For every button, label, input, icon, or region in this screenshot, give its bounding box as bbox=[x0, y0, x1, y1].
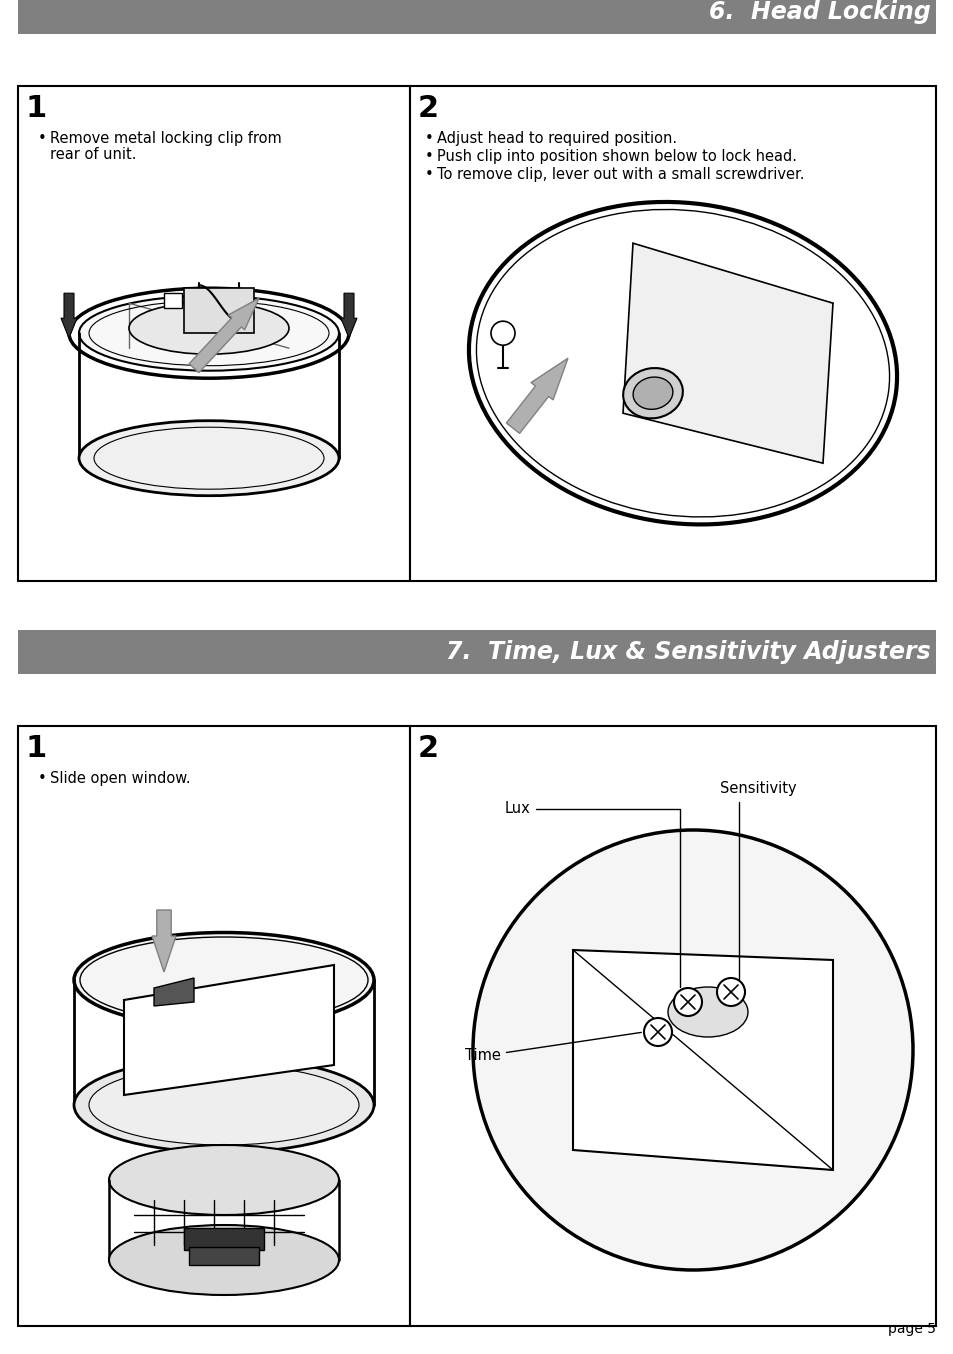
Text: 6.  Head Locking: 6. Head Locking bbox=[708, 0, 930, 24]
Bar bbox=[189, 1247, 258, 1265]
Circle shape bbox=[491, 321, 515, 345]
Polygon shape bbox=[506, 359, 567, 433]
Polygon shape bbox=[340, 294, 356, 338]
Text: •: • bbox=[38, 770, 47, 787]
Ellipse shape bbox=[129, 302, 289, 355]
Ellipse shape bbox=[74, 933, 374, 1028]
Text: page 5: page 5 bbox=[887, 1322, 935, 1336]
Text: Time: Time bbox=[464, 1032, 640, 1063]
Text: 7.  Time, Lux & Sensitivity Adjusters: 7. Time, Lux & Sensitivity Adjusters bbox=[446, 640, 930, 663]
Ellipse shape bbox=[633, 376, 672, 409]
Ellipse shape bbox=[667, 987, 747, 1037]
Text: rear of unit.: rear of unit. bbox=[50, 148, 136, 162]
Bar bbox=[164, 294, 182, 309]
Text: Lux: Lux bbox=[504, 802, 679, 987]
Text: Push clip into position shown below to lock head.: Push clip into position shown below to l… bbox=[436, 149, 796, 164]
Text: Sensitivity: Sensitivity bbox=[720, 781, 796, 979]
Text: Remove metal locking clip from: Remove metal locking clip from bbox=[50, 131, 281, 146]
Polygon shape bbox=[189, 298, 258, 372]
Circle shape bbox=[717, 978, 744, 1006]
Text: •: • bbox=[424, 131, 434, 146]
Ellipse shape bbox=[622, 368, 682, 418]
Ellipse shape bbox=[79, 421, 338, 496]
Bar bbox=[410, 87, 935, 581]
Text: •: • bbox=[424, 167, 434, 181]
Text: 2: 2 bbox=[417, 734, 438, 764]
Circle shape bbox=[643, 1018, 671, 1047]
Bar bbox=[18, 87, 410, 581]
Polygon shape bbox=[152, 910, 175, 972]
Polygon shape bbox=[573, 951, 832, 1170]
Bar bbox=[18, 0, 935, 34]
Ellipse shape bbox=[109, 1225, 338, 1294]
Bar bbox=[18, 630, 935, 674]
Ellipse shape bbox=[469, 202, 896, 524]
Text: Slide open window.: Slide open window. bbox=[50, 770, 191, 787]
Text: •: • bbox=[38, 131, 47, 146]
Polygon shape bbox=[153, 978, 193, 1006]
Text: To remove clip, lever out with a small screwdriver.: To remove clip, lever out with a small s… bbox=[436, 167, 803, 181]
Bar bbox=[184, 1228, 264, 1250]
Ellipse shape bbox=[74, 1057, 374, 1152]
Bar bbox=[410, 726, 935, 1326]
Text: 1: 1 bbox=[26, 93, 48, 123]
Bar bbox=[18, 726, 410, 1326]
Bar bbox=[184, 288, 253, 333]
Text: 2: 2 bbox=[417, 93, 438, 123]
Polygon shape bbox=[61, 294, 77, 338]
Text: 1: 1 bbox=[26, 734, 48, 764]
Polygon shape bbox=[124, 965, 334, 1095]
Ellipse shape bbox=[89, 1066, 358, 1145]
Polygon shape bbox=[622, 244, 832, 463]
Ellipse shape bbox=[473, 830, 912, 1270]
Ellipse shape bbox=[74, 292, 344, 374]
Text: Adjust head to required position.: Adjust head to required position. bbox=[436, 131, 677, 146]
Text: •: • bbox=[424, 149, 434, 164]
Circle shape bbox=[673, 988, 701, 1016]
Ellipse shape bbox=[79, 295, 338, 371]
Ellipse shape bbox=[109, 1145, 338, 1215]
